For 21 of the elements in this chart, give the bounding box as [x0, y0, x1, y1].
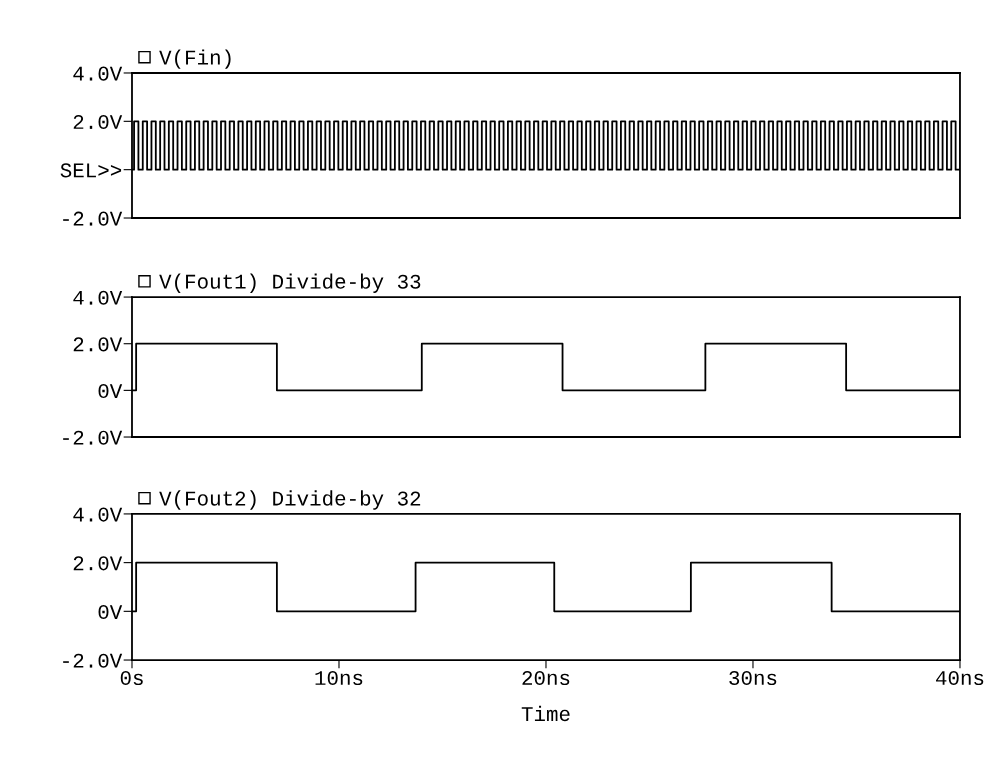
legend-label: V(Fout2) Divide-by 32	[159, 490, 421, 510]
y-tick-label: 2.0V	[73, 556, 123, 571]
y-tick-label: 2.0V	[73, 337, 123, 352]
y-tick-label: -2.0V	[63, 430, 123, 445]
y-tick-label: 0V	[98, 604, 123, 620]
x-tick-label: 20ns	[522, 670, 570, 686]
legend-label: V(Fout1) Divide-by 33	[159, 273, 421, 293]
y-tick-label: -2.0V	[63, 211, 123, 226]
y-tick-label: 0V	[98, 383, 123, 399]
x-tick-label: 40ns	[936, 670, 984, 686]
legend-label: V(Fin)	[159, 49, 231, 69]
x-tick-label: 30ns	[729, 670, 777, 686]
y-tick-label: SEL>>	[60, 163, 122, 178]
y-tick-label: 4.0V	[73, 290, 123, 305]
y-tick-label: 4.0V	[73, 66, 123, 81]
x-tick-label: 10ns	[315, 670, 363, 686]
y-tick-label: -2.0V	[63, 653, 123, 668]
y-tick-label: 2.0V	[73, 114, 123, 130]
x-tick-label: 0s	[120, 670, 143, 686]
y-tick-label: 4.0V	[73, 507, 123, 522]
x-axis-title: Time	[521, 705, 570, 722]
